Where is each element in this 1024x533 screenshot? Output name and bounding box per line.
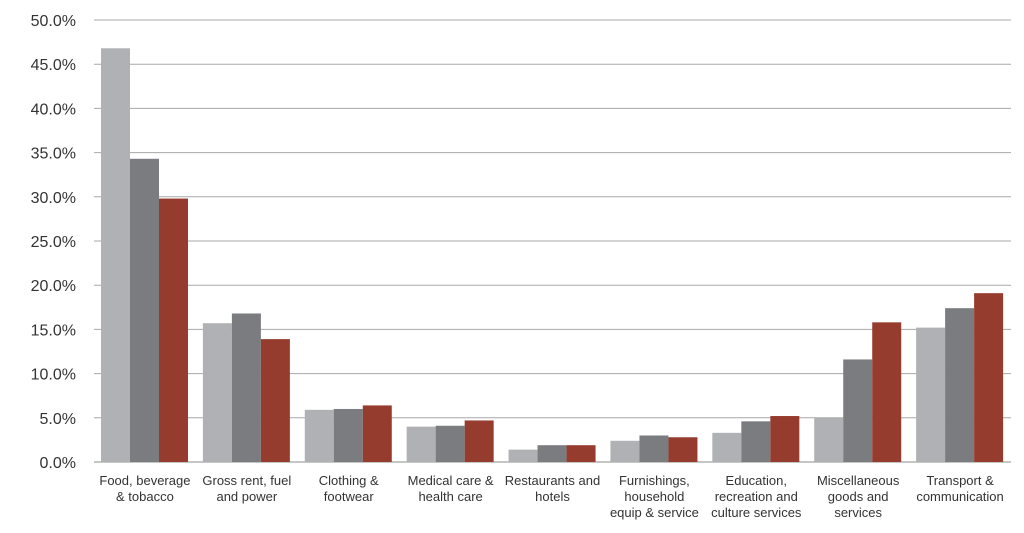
bars <box>101 48 1004 463</box>
bar-series3-cat2 <box>260 339 290 462</box>
bar-series2-cat5 <box>537 445 567 462</box>
x-tick-label-line: Miscellaneous <box>817 473 900 488</box>
bar-series1-cat8 <box>814 417 844 462</box>
x-tick-label-line: Medical care & <box>408 473 494 488</box>
bar-series2-cat3 <box>333 408 363 462</box>
bar-series3-cat8 <box>872 322 902 462</box>
x-tick-label-line: equip & service <box>610 505 699 520</box>
x-tick-label-line: Gross rent, fuel <box>202 473 291 488</box>
x-tick-label-line: health care <box>418 489 482 504</box>
x-tick-label: Miscellaneous goods and services <box>817 473 900 520</box>
x-tick-label-line: Furnishings, <box>619 473 690 488</box>
x-tick-label-line: Food, beverage <box>99 473 190 488</box>
x-tick-label: Gross rent, fuel and power <box>202 473 291 504</box>
x-tick-label-line: Transport & <box>926 473 994 488</box>
x-tick-label: Food, beverage & tobacco <box>99 473 190 504</box>
x-tick-label-line: goods and <box>828 489 889 504</box>
x-tick-label-line: Clothing & <box>319 473 379 488</box>
y-tick-label: 35.0% <box>31 146 76 163</box>
y-tick-label: 15.0% <box>31 322 76 339</box>
y-tick-label: 10.0% <box>31 367 76 384</box>
bar-series1-cat3 <box>304 409 334 462</box>
x-tick-label: Education, recreation and culture services <box>711 473 802 520</box>
x-tick-label-line: Education, <box>726 473 787 488</box>
bar-series3-cat6 <box>668 437 698 462</box>
x-tick-label-line: footwear <box>324 489 375 504</box>
x-tick-label: Medical care & health care <box>408 473 494 504</box>
x-tick-label-line: communication <box>916 489 1003 504</box>
bar-series1-cat6 <box>610 440 640 462</box>
x-tick-label-line: services <box>834 505 882 520</box>
bar-series2-cat2 <box>231 313 261 462</box>
bar-series3-cat4 <box>464 420 494 462</box>
x-tick-label-line: Restaurants and <box>505 473 600 488</box>
x-axis-tick-labels: Food, beverage & tobacco Gross rent, fuel a… <box>99 473 1003 520</box>
y-tick-label: 0.0% <box>40 455 76 472</box>
bar-series3-cat7 <box>770 416 800 462</box>
x-tick-label-line: hotels <box>535 489 570 504</box>
y-tick-label: 45.0% <box>31 57 76 74</box>
bar-series2-cat8 <box>843 359 873 462</box>
y-tick-label: 50.0% <box>31 13 76 30</box>
bar-series2-cat1 <box>130 158 159 462</box>
x-tick-label-line: recreation and <box>715 489 798 504</box>
bar-series2-cat9 <box>945 308 975 462</box>
y-tick-label: 40.0% <box>31 101 76 118</box>
bar-series1-cat2 <box>202 323 232 462</box>
bar-series1-cat5 <box>508 449 538 462</box>
bar-series1-cat1 <box>101 48 130 463</box>
x-tick-label: Restaurants and hotels <box>505 473 600 504</box>
bar-series3-cat9 <box>974 293 1004 462</box>
y-tick-label: 25.0% <box>31 234 76 251</box>
y-axis-tick-labels: 0.0% 5.0% 10.0% 15.0% 20.0% 25.0% 30.0% 35.0% 40… <box>31 13 76 472</box>
bar-series3-cat1 <box>159 198 188 462</box>
bar-series1-cat4 <box>406 426 436 462</box>
x-tick-label: Transport & communication <box>916 473 1003 504</box>
x-tick-label-line: culture services <box>711 505 802 520</box>
x-tick-label: Clothing & footwear <box>319 473 379 504</box>
y-tick-label: 30.0% <box>31 190 76 207</box>
x-tick-label-line: and power <box>216 489 277 504</box>
bar-series2-cat6 <box>639 435 669 462</box>
y-tick-label: 5.0% <box>40 411 76 428</box>
bar-series2-cat4 <box>435 425 465 462</box>
bar-series3-cat3 <box>362 405 392 462</box>
x-tick-label-line: household <box>624 489 684 504</box>
bar-series1-cat7 <box>712 432 742 462</box>
x-tick-label-line: & tobacco <box>116 489 174 504</box>
x-tick-label: Furnishings, household equip & service <box>610 473 699 520</box>
bar-series3-cat5 <box>566 445 596 462</box>
bar-series1-cat9 <box>916 327 946 462</box>
y-tick-label: 20.0% <box>31 278 76 295</box>
bar-series2-cat7 <box>741 421 771 462</box>
